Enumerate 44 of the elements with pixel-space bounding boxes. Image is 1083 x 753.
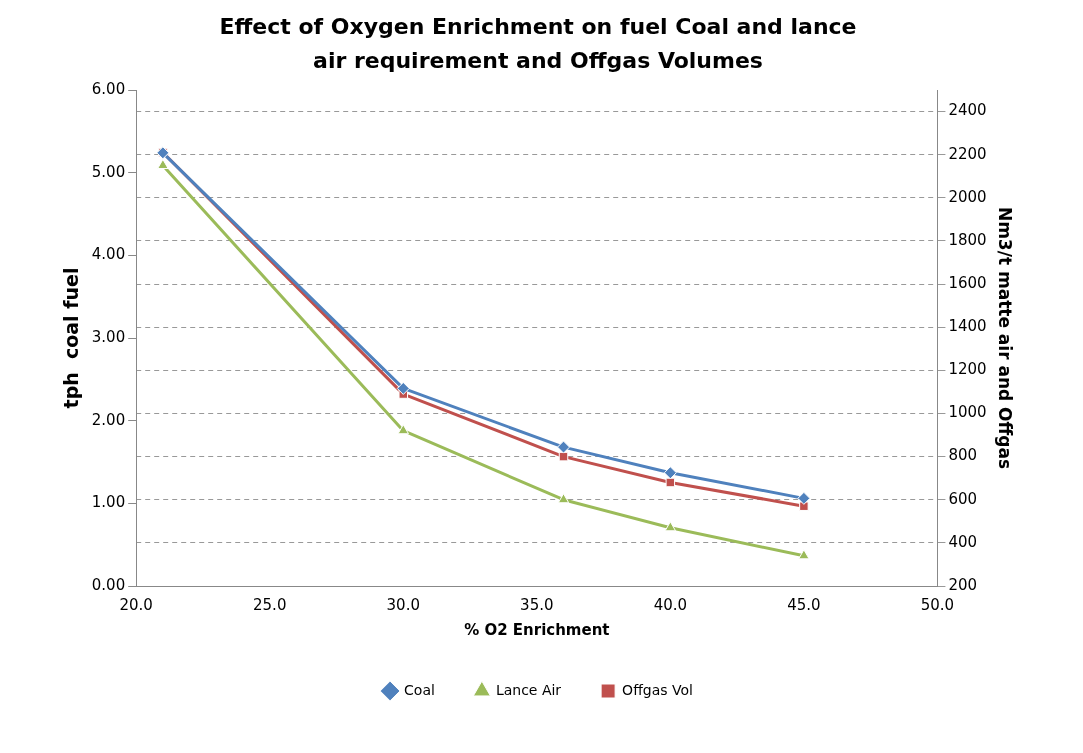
y-tick-label: 3.00	[91, 327, 126, 346]
y2-tick-label: 1600	[948, 273, 987, 292]
point	[558, 451, 569, 462]
y2-tick-label: 1400	[948, 317, 987, 336]
y2-tick-label: 600	[948, 489, 978, 508]
x-tick-label: 30.0	[386, 595, 420, 614]
x-axis-title: % O2 Enrichment	[464, 620, 610, 639]
x-tick-label: 20.0	[119, 595, 153, 614]
legend-label: Offgas Vol	[622, 681, 693, 698]
y-tick-label: 6.00	[91, 79, 126, 98]
x-tick-label: 50.0	[920, 595, 955, 614]
x-tick-label: 35.0	[520, 595, 554, 614]
y2-tick-label: 200	[948, 575, 978, 594]
y2-axis-title: Nm3/t matte air and Offgas	[995, 206, 1016, 470]
point	[797, 491, 811, 505]
y-tick-label: 5.00	[91, 162, 126, 181]
y-tick-label: 0.00	[91, 575, 126, 594]
y-tick-label: 4.00	[91, 245, 126, 264]
y2-tick-label: 1200	[948, 360, 987, 379]
y2-tick-label: 1800	[948, 230, 987, 249]
point	[663, 466, 677, 480]
y2-tick-label: 2200	[948, 144, 987, 163]
point	[397, 424, 409, 435]
point	[664, 521, 677, 532]
y-tick-label: 1.00	[91, 493, 126, 512]
point	[557, 493, 570, 504]
y-tick-label: 2.00	[91, 410, 126, 429]
legend-label: Lance Air	[495, 681, 562, 698]
y-axis-title: tph coal fuel	[60, 267, 83, 409]
y2-tick-label: 1000	[948, 403, 987, 422]
legend-label: Coal	[404, 681, 435, 698]
point	[396, 381, 410, 395]
x-tick-label: 45.0	[787, 595, 821, 614]
point	[157, 158, 169, 169]
point	[798, 549, 810, 560]
y2-tick-label: 2400	[948, 101, 987, 120]
y2-tick-label: 2000	[948, 187, 987, 206]
chart-title: Effect of Oxygen Enrichment on fuel Coal and lance air requirement and Offgas Volumes	[218, 13, 858, 75]
point	[665, 477, 676, 488]
x-tick-label: 40.0	[653, 595, 688, 614]
y2-tick-label: 800	[948, 446, 978, 465]
point	[557, 440, 571, 454]
x-tick-label: 25.0	[253, 595, 287, 614]
y2-tick-label: 400	[948, 532, 978, 551]
